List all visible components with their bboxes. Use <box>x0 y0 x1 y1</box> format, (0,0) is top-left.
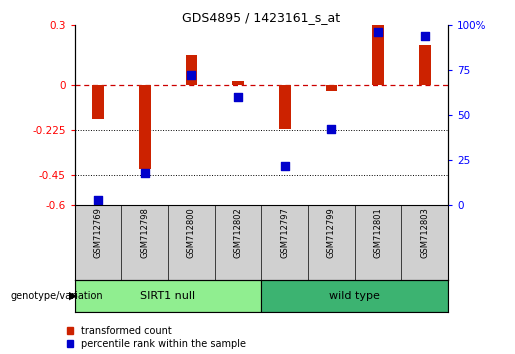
Text: GSM712801: GSM712801 <box>373 207 383 258</box>
Point <box>94 197 102 203</box>
Text: GSM712797: GSM712797 <box>280 207 289 258</box>
Bar <box>75 280 261 312</box>
Text: GSM712799: GSM712799 <box>327 207 336 258</box>
Text: SIRT1 null: SIRT1 null <box>141 291 196 301</box>
Point <box>327 127 335 132</box>
Bar <box>419 45 431 85</box>
Text: ▶: ▶ <box>68 291 77 301</box>
Text: GSM712802: GSM712802 <box>233 207 243 258</box>
Text: GSM712800: GSM712800 <box>187 207 196 258</box>
Bar <box>279 85 290 129</box>
Bar <box>139 85 150 169</box>
Bar <box>372 25 384 85</box>
Point <box>421 33 429 39</box>
Legend: transformed count, percentile rank within the sample: transformed count, percentile rank withi… <box>66 326 246 349</box>
Point <box>141 170 149 176</box>
Text: genotype/variation: genotype/variation <box>10 291 103 301</box>
Bar <box>92 85 104 119</box>
Text: wild type: wild type <box>329 291 380 301</box>
Bar <box>325 85 337 91</box>
Bar <box>185 55 197 85</box>
Point <box>374 29 382 35</box>
Text: GSM712798: GSM712798 <box>140 207 149 258</box>
Text: GSM712769: GSM712769 <box>94 207 102 258</box>
Point <box>234 94 242 100</box>
Bar <box>232 81 244 85</box>
Text: GSM712803: GSM712803 <box>420 207 429 258</box>
Point <box>281 163 289 169</box>
Point <box>187 73 196 78</box>
Bar <box>261 280 448 312</box>
Title: GDS4895 / 1423161_s_at: GDS4895 / 1423161_s_at <box>182 11 340 24</box>
